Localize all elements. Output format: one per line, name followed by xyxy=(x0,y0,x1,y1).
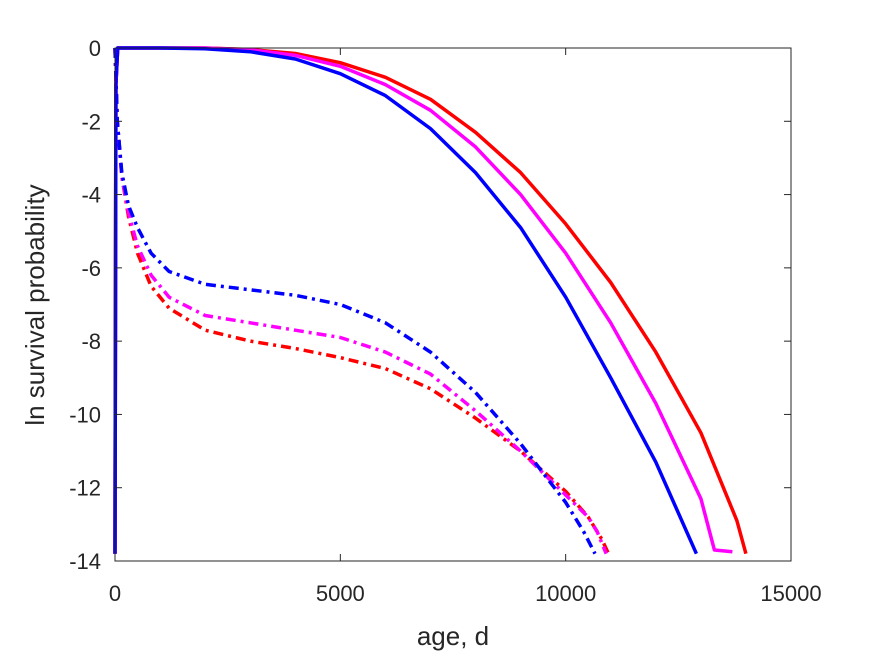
axes-box xyxy=(114,47,792,562)
y-axis-label: ln survival probability xyxy=(20,184,50,425)
y-tick-label: -6 xyxy=(81,256,101,281)
x-tick-label: 10000 xyxy=(535,581,596,606)
y-tick-label: 0 xyxy=(89,36,101,61)
y-tick-label: -14 xyxy=(69,549,101,574)
tick-layer: 0 5000 10000 15000 0 -2 -4 -6 -8 -10 -12 -14 xyxy=(69,36,821,606)
x-tick-label: 5000 xyxy=(316,581,365,606)
y-tick-label: -4 xyxy=(81,183,101,208)
x-axis-label: age, d xyxy=(417,621,489,651)
series-line-5 xyxy=(113,47,608,555)
y-tick-label: -8 xyxy=(81,329,101,354)
y-tick-label: -2 xyxy=(81,109,101,134)
y-tick-label: -12 xyxy=(69,476,101,501)
y-tick-label: -10 xyxy=(69,402,101,427)
x-tick-label: 15000 xyxy=(760,581,821,606)
plot-area xyxy=(115,48,791,561)
x-tick-label: 0 xyxy=(109,581,121,606)
